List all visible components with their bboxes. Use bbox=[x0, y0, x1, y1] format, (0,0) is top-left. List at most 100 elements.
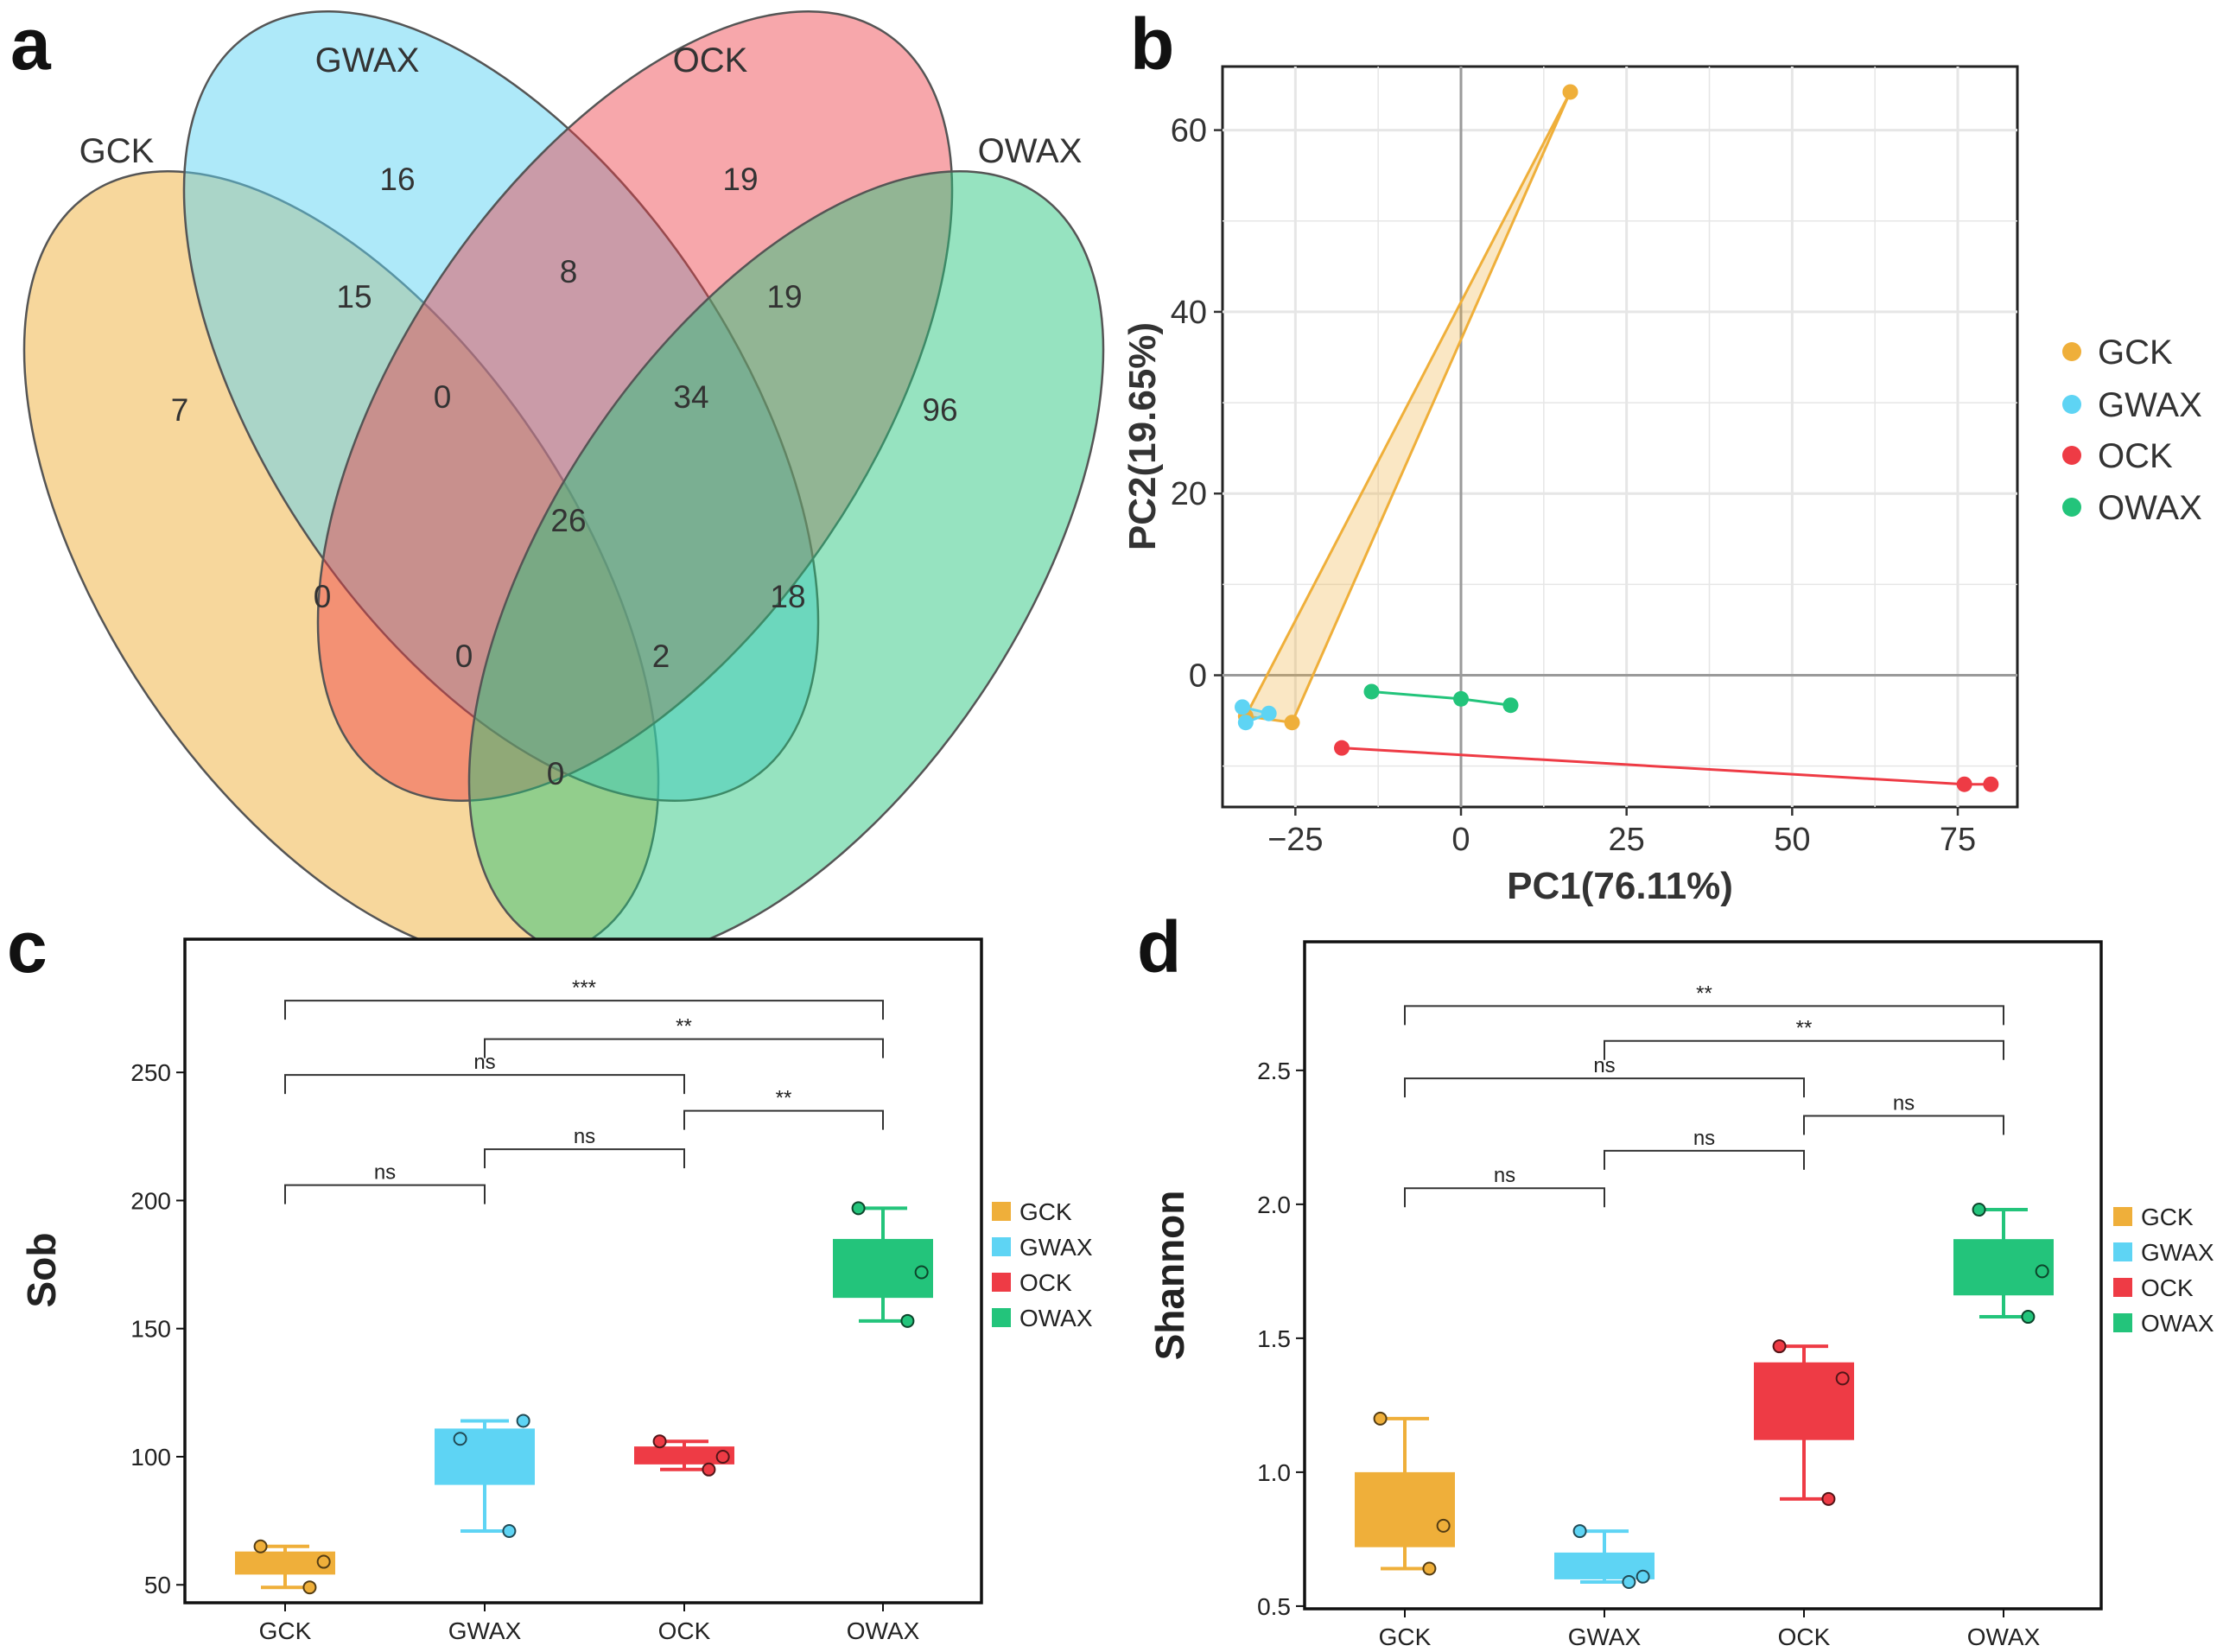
venn-count: 0 bbox=[314, 579, 332, 614]
pca-point-gck bbox=[1562, 84, 1578, 100]
d-y-tick-label: 1.5 bbox=[1257, 1325, 1291, 1352]
c-point-gwax bbox=[502, 1523, 517, 1538]
c-point-gwax bbox=[516, 1414, 530, 1428]
shannon-legend-swatch-ock bbox=[2113, 1278, 2132, 1297]
pca-point-owax bbox=[1502, 697, 1519, 714]
c-comparison-bracket bbox=[284, 1184, 486, 1204]
c-comparison-label: ns bbox=[374, 1161, 396, 1185]
venn-count: 96 bbox=[922, 392, 957, 428]
sob-legend-label-ock: OCK bbox=[1019, 1269, 1072, 1296]
d-comparison-bracket bbox=[1404, 1005, 2004, 1026]
c-comparison-label: ** bbox=[776, 1087, 792, 1110]
d-comparison-bracket bbox=[1803, 1115, 2004, 1135]
c-comparison-label: ns bbox=[574, 1125, 595, 1148]
d-point-gck bbox=[1422, 1561, 1437, 1576]
sob-x-ticks: GCK GWAX OCK OWAX bbox=[259, 1603, 920, 1644]
pca-legend-label-owax: OWAX bbox=[2098, 489, 2202, 527]
venn-count: 15 bbox=[336, 279, 372, 315]
c-comparison-label: *** bbox=[572, 976, 596, 1000]
venn-count: 18 bbox=[770, 579, 805, 614]
c-box-gwax bbox=[435, 1428, 535, 1485]
c-point-gwax bbox=[453, 1432, 467, 1446]
pca-grid bbox=[1223, 67, 2017, 807]
pca-y-ticks: 0 20 40 60 bbox=[1171, 113, 1223, 695]
c-comparison-bracket bbox=[284, 1074, 685, 1095]
pca-legend-marker-gwax bbox=[2062, 395, 2081, 414]
d-point-owax bbox=[2021, 1310, 2036, 1325]
pca-point-gwax bbox=[1235, 699, 1250, 715]
c-comparison-label: ** bbox=[676, 1015, 692, 1039]
d-comparison-label: ns bbox=[1893, 1092, 1915, 1115]
pca-plot-area bbox=[1221, 65, 2019, 809]
pca-y-tick-label: 40 bbox=[1171, 295, 1207, 331]
pca-x-tick-label: 75 bbox=[1940, 822, 1976, 858]
d-point-gwax bbox=[1572, 1524, 1587, 1539]
venn-count: 34 bbox=[673, 379, 708, 415]
c-comparison-bracket bbox=[683, 1109, 884, 1130]
sob-legend-label-gwax: GWAX bbox=[1019, 1234, 1093, 1261]
pca-legend-label-gwax: GWAX bbox=[2098, 386, 2202, 424]
c-comparison-bracket bbox=[484, 1038, 884, 1058]
shannon-legend-swatch-gwax bbox=[2113, 1242, 2132, 1261]
sob-legend-swatch-ock bbox=[992, 1273, 1011, 1292]
venn-diagram: GCK GWAX OCK OWAX 7 16 19 96 15 8 19 0 3… bbox=[22, 10, 1105, 963]
d-x-tick-label: GWAX bbox=[1568, 1623, 1642, 1650]
d-point-gck bbox=[1373, 1411, 1388, 1426]
shannon-x-ticks: GCK GWAX OCK OWAX bbox=[1379, 1609, 2041, 1650]
pca-point-gck bbox=[1284, 715, 1300, 731]
c-x-tick-label: GWAX bbox=[448, 1617, 522, 1644]
c-y-tick-label: 250 bbox=[130, 1059, 171, 1086]
c-box-ock bbox=[634, 1446, 734, 1465]
sob-y-axis-title: Sob bbox=[19, 1233, 64, 1308]
c-x-tick-label: GCK bbox=[259, 1617, 312, 1644]
venn-label-owax: OWAX bbox=[978, 132, 1083, 170]
venn-count: 0 bbox=[434, 379, 452, 415]
pca-point-ock bbox=[1334, 740, 1350, 756]
c-point-ock bbox=[702, 1462, 716, 1477]
pca-x-tick-label: 0 bbox=[1451, 822, 1470, 858]
c-y-tick-label: 100 bbox=[130, 1444, 171, 1471]
pca-legend-marker-ock bbox=[2062, 446, 2081, 465]
c-point-ock bbox=[715, 1449, 730, 1464]
c-point-gck bbox=[316, 1554, 331, 1569]
d-x-tick-label: OCK bbox=[1778, 1623, 1831, 1650]
pca-x-tick-label: 25 bbox=[1609, 822, 1645, 858]
panel-letter-d: d bbox=[1137, 906, 1181, 988]
c-x-tick-label: OWAX bbox=[847, 1617, 920, 1644]
pca-point-owax bbox=[1363, 683, 1380, 700]
d-y-tick-label: 1.0 bbox=[1257, 1459, 1291, 1486]
shannon-legend-swatch-owax bbox=[2113, 1313, 2132, 1332]
shannon-legend-label-gck: GCK bbox=[2141, 1204, 2194, 1230]
pca-x-tick-label: −25 bbox=[1267, 822, 1323, 858]
pca-legend: GCK GWAX OCK OWAX bbox=[2062, 334, 2202, 527]
d-comparison-label: ** bbox=[1796, 1017, 1813, 1040]
venn-label-ock: OCK bbox=[673, 41, 748, 79]
pca-points bbox=[1235, 84, 1999, 792]
c-point-owax bbox=[851, 1201, 866, 1216]
d-comparison-label: ns bbox=[1693, 1127, 1715, 1150]
sob-legend-label-owax: OWAX bbox=[1019, 1305, 1093, 1331]
venn-count: 19 bbox=[766, 279, 802, 315]
c-comparison-bracket bbox=[484, 1148, 685, 1169]
shannon-legend-label-gwax: GWAX bbox=[2141, 1239, 2214, 1266]
venn-ellipse-gwax bbox=[182, 10, 820, 803]
d-point-ock bbox=[1835, 1371, 1850, 1386]
d-comparison-label: ** bbox=[1696, 982, 1712, 1005]
sob-legend-swatch-owax bbox=[992, 1308, 1011, 1327]
panel-letter-c: c bbox=[7, 906, 48, 988]
shannon-y-axis-title: Shannon bbox=[1147, 1191, 1192, 1361]
venn-ellipse-ock bbox=[316, 10, 954, 803]
shannon-legend-label-ock: OCK bbox=[2141, 1274, 2194, 1301]
sob-y-ticks: 50 100 150 200 250 bbox=[130, 1059, 185, 1598]
c-point-gck bbox=[302, 1580, 317, 1595]
d-point-owax bbox=[1972, 1203, 1986, 1217]
c-point-owax bbox=[900, 1313, 915, 1328]
sob-legend-swatch-gwax bbox=[992, 1237, 1011, 1256]
shannon-legend-swatch-gck bbox=[2113, 1207, 2132, 1226]
pca-y-tick-label: 60 bbox=[1171, 113, 1207, 149]
pca-plot: −25 0 25 50 75 0 20 40 60 PC1(76.11%) PC2(19.65… bbox=[1121, 65, 2202, 907]
d-point-gwax bbox=[1635, 1569, 1650, 1584]
d-point-gck bbox=[1436, 1518, 1451, 1533]
